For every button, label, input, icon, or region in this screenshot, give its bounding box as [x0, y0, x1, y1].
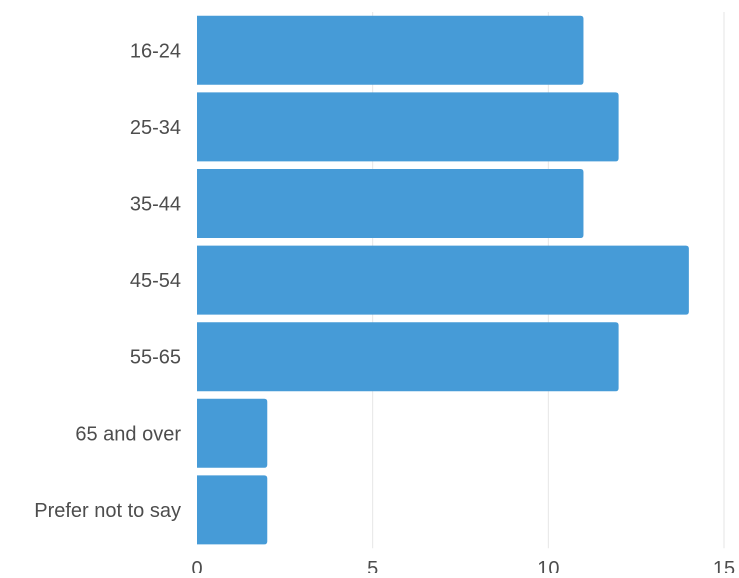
- category-label: 45-54: [130, 270, 181, 292]
- bar-45-54: [197, 245, 689, 315]
- x-tick-label: 10: [537, 558, 559, 573]
- category-label: 65 and over: [75, 423, 181, 445]
- category-label: 16-24: [130, 40, 181, 62]
- bar-group: 16-24: [130, 15, 584, 85]
- bar-group: 45-54: [130, 245, 689, 315]
- bar-35-44: [197, 169, 584, 238]
- bar-group: 55-65: [130, 322, 619, 392]
- bar-55-65: [197, 322, 619, 392]
- x-tick-label: 15: [713, 558, 735, 573]
- bar-prefer-not-to-say: [197, 475, 268, 545]
- category-label: 25-34: [130, 117, 181, 139]
- category-label: 55-65: [130, 347, 181, 369]
- x-tick-label: 5: [367, 558, 378, 573]
- bar-group: 35-44: [130, 169, 584, 238]
- category-label: 35-44: [130, 194, 181, 216]
- x-tick-label: 0: [191, 558, 202, 573]
- bar-group: 25-34: [130, 92, 619, 162]
- bar-group: Prefer not to say: [34, 475, 268, 545]
- bar-group: 65 and over: [75, 398, 268, 468]
- bar-16-24: [197, 15, 584, 85]
- bar-25-34: [197, 92, 619, 162]
- category-label: Prefer not to say: [34, 500, 181, 522]
- bar-65-and-over: [197, 398, 268, 468]
